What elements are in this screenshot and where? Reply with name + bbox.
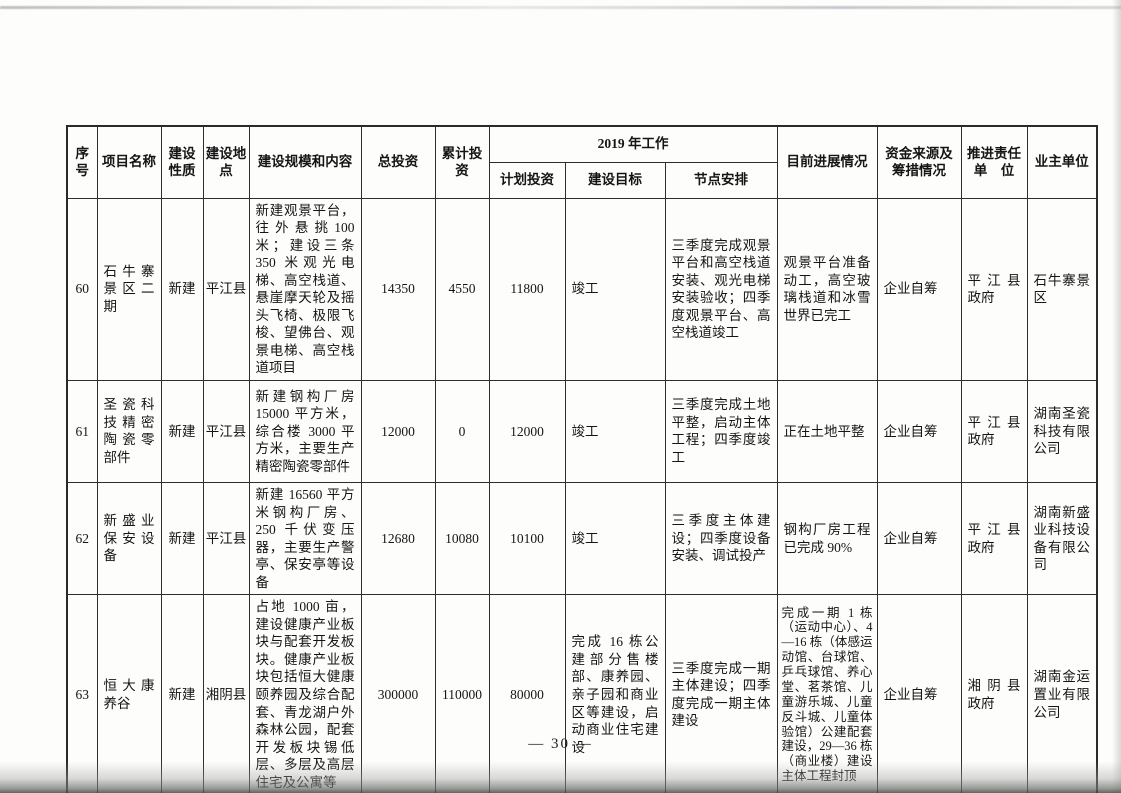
cell-progress: 观景平台准备动工，高空玻璃栈道和冰雪世界已完工	[776, 197, 878, 381]
cell-cumulative-investment: 110000	[434, 594, 490, 793]
page-number: — 30 —	[528, 736, 593, 752]
cell-serial-no: 62	[66, 481, 98, 596]
cell-schedule: 三季度完成一期主体建设；四季度完成一期主体建设	[664, 594, 778, 793]
responsible-unit-line2: 单 位	[973, 163, 1015, 179]
cell-site: 湘阴县	[202, 594, 250, 793]
cell-responsible: 平江县政府	[960, 379, 1028, 483]
cell-schedule: 三季度完成土地平整，启动主体工程；四季度竣工	[664, 379, 778, 483]
col-header-responsible-unit: 推进责任 单 位	[960, 125, 1028, 199]
cell-total-investment: 14350	[360, 197, 436, 381]
cell-funding: 企业自筹	[876, 197, 962, 381]
cell-goal: 竣工	[564, 481, 666, 596]
cell-owner: 湖南新盛业科技设备有限公司	[1026, 481, 1098, 596]
cell-cumulative-investment: 0	[434, 379, 490, 483]
col-header-funding-source: 资金来源及筹措情况	[876, 125, 962, 199]
cell-project-name: 新盛业保安设备	[96, 481, 162, 596]
col-header-2019-work: 2019 年工作	[488, 125, 778, 163]
col-header-scale-content: 建设规模和内容	[248, 125, 362, 199]
cell-funding: 企业自筹	[876, 379, 962, 483]
cell-cumulative-investment: 4550	[434, 197, 490, 381]
cell-project-name: 石牛寨景区二期	[96, 197, 162, 381]
cell-serial-no: 63	[66, 594, 98, 793]
col-header-total-investment: 总投资	[360, 125, 436, 199]
cell-planned-investment: 11800	[488, 197, 566, 381]
col-header-serial-no: 序号	[66, 125, 98, 199]
cell-total-investment: 300000	[360, 594, 436, 793]
scan-edge-right	[1112, 0, 1121, 793]
cell-goal: 完成 16 栋公建部分售楼部、康养园、亲子园和商业区等建设，启动商业住宅建设	[564, 594, 666, 793]
col-header-construction-nature: 建设性质	[160, 125, 204, 199]
cell-scale: 新建钢构厂房15000 平方米，综合楼 3000 平方米，主要生产精密陶瓷零部件	[248, 379, 362, 483]
cell-progress: 正在土地平整	[776, 379, 878, 483]
cell-scale: 新建观景平台，往外悬挑100米；建设三条 350 米观光电梯、高空栈道、悬崖摩天…	[248, 197, 362, 381]
cell-owner: 湖南圣瓷科技有限公司	[1026, 379, 1098, 483]
cell-schedule: 三季度主体建设；四季度设备安装、调试投产	[664, 481, 778, 596]
table-row: 63 恒大康养谷 新建 湘阴县 占地 1000 亩，建设健康产业板块与配套开发板…	[66, 594, 1098, 793]
cell-project-name: 恒大康养谷	[96, 594, 162, 793]
cell-goal: 竣工	[564, 379, 666, 483]
col-header-project-name: 项目名称	[96, 125, 162, 199]
cell-total-investment: 12000	[360, 379, 436, 483]
col-header-construction-site: 建设地点	[202, 125, 250, 199]
cell-owner: 湖南金运置业有限公司	[1026, 594, 1098, 793]
cell-total-investment: 12680	[360, 481, 436, 596]
cell-nature: 新建	[160, 481, 204, 596]
cell-responsible: 湘阴县政府	[960, 594, 1028, 793]
cell-funding: 企业自筹	[876, 594, 962, 793]
cell-responsible: 平江县政府	[960, 481, 1028, 596]
table-row: 61 圣瓷科技精密陶瓷零部件 新建 平江县 新建钢构厂房15000 平方米，综合…	[66, 379, 1098, 483]
cell-serial-no: 60	[66, 197, 98, 381]
cell-planned-investment: 80000	[488, 594, 566, 793]
col-header-cumulative-investment: 累计投资	[434, 125, 490, 199]
col-header-current-progress: 目前进展情况	[776, 125, 878, 199]
cell-project-name: 圣瓷科技精密陶瓷零部件	[96, 379, 162, 483]
cell-site: 平江县	[202, 481, 250, 596]
cell-site: 平江县	[202, 197, 250, 381]
cell-responsible: 平江县政府	[960, 197, 1028, 381]
projects-table: 序号 项目名称 建设性质 建设地点 建设规模和内容 总投资 累计投资 2019 …	[66, 125, 1099, 793]
cell-progress: 钢构厂房工程已完成 90%	[776, 481, 878, 596]
cell-planned-investment: 12000	[488, 379, 566, 483]
col-header-node-schedule: 节点安排	[664, 161, 778, 199]
responsible-unit-line1: 推进责任	[967, 145, 1022, 161]
table-row: 60 石牛寨景区二期 新建 平江县 新建观景平台，往外悬挑100米；建设三条 3…	[66, 197, 1098, 381]
cell-scale: 新建 16560 平方米钢构厂房、250 千伏变压器，主要生产警亭、保安亭等设备	[248, 481, 362, 596]
cell-cumulative-investment: 10080	[434, 481, 490, 596]
cell-site: 平江县	[202, 379, 250, 483]
table-row: 62 新盛业保安设备 新建 平江县 新建 16560 平方米钢构厂房、250 千…	[66, 481, 1098, 596]
col-header-owner-unit: 业主单位	[1026, 125, 1098, 199]
cell-nature: 新建	[160, 197, 204, 381]
cell-funding: 企业自筹	[876, 481, 962, 596]
cell-serial-no: 61	[66, 379, 98, 483]
col-header-planned-investment: 计划投资	[488, 161, 566, 199]
cell-planned-investment: 10100	[488, 481, 566, 596]
cell-schedule: 三季度完成观景平台和高空栈道安装、观光电梯安装验收；四季度观景平台、高空栈道竣工	[664, 197, 778, 381]
scan-edge-top	[0, 6, 1121, 9]
col-header-construction-goal: 建设目标	[564, 161, 666, 199]
cell-nature: 新建	[160, 379, 204, 483]
cell-progress: 完成一期 1 栋（运动中心）、4—16 栋（体感运动馆、台球馆、乒乓球馆、养心堂…	[776, 594, 878, 793]
cell-goal: 竣工	[564, 197, 666, 381]
cell-owner: 石牛寨景区	[1026, 197, 1098, 381]
scan-edge-bottom	[0, 761, 1121, 793]
